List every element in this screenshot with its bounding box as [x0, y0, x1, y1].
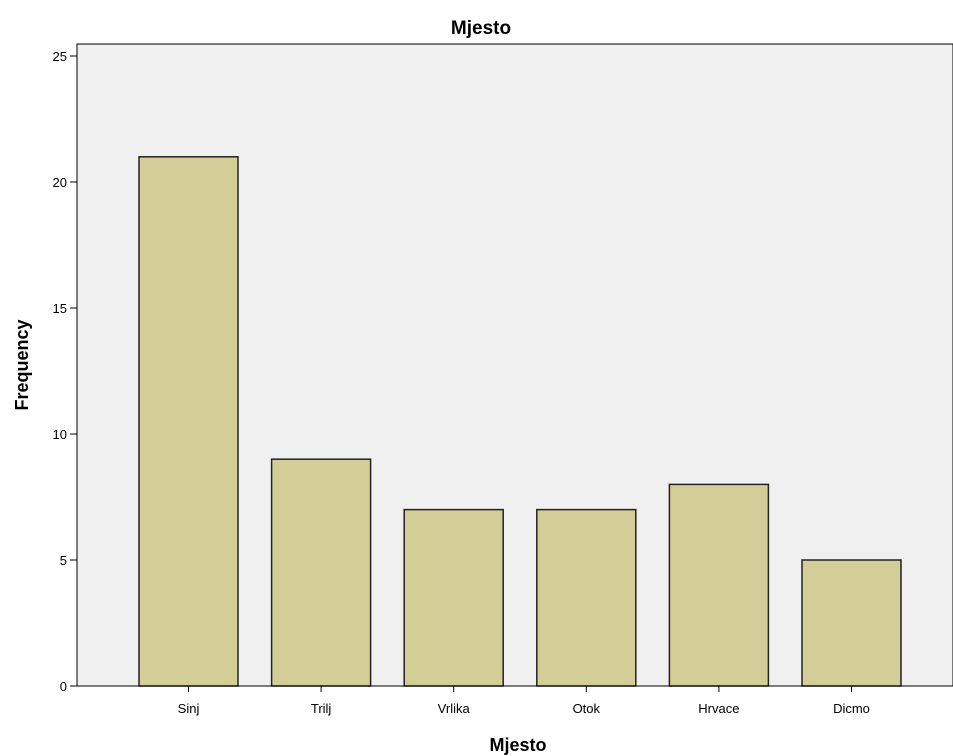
bar-otok	[536, 508, 637, 687]
x-ticks-group: Sinj Trilj Vrlika Otok Hrvace Dicmo	[178, 686, 870, 716]
y-ticks-group: 0 5 10 15 20 25	[53, 49, 77, 694]
y-axis-label: Frequency	[12, 319, 32, 410]
bar-trilj	[270, 458, 372, 687]
x-tick-label: Dicmo	[833, 701, 870, 716]
y-tick-label: 25	[53, 49, 67, 64]
y-tick-label: 0	[60, 679, 67, 694]
x-tick-label: Trilj	[311, 701, 332, 716]
x-tick-label: Vrlika	[438, 701, 471, 716]
y-tick-label: 15	[53, 301, 67, 316]
y-tick-label: 20	[53, 175, 67, 190]
chart-title: Mjesto	[451, 18, 511, 39]
x-axis-label: Mjesto	[489, 735, 546, 755]
bar-vrlika	[403, 508, 504, 687]
bars-group	[138, 156, 902, 687]
x-tick-label: Sinj	[178, 701, 200, 716]
x-tick-label: Otok	[573, 701, 601, 716]
y-tick-label: 10	[53, 427, 67, 442]
y-tick-label: 5	[60, 553, 67, 568]
x-tick-label: Hrvace	[698, 701, 739, 716]
bar-sinj	[138, 156, 239, 687]
bar-hrvace	[668, 483, 770, 687]
bar-dicmo	[801, 559, 902, 687]
